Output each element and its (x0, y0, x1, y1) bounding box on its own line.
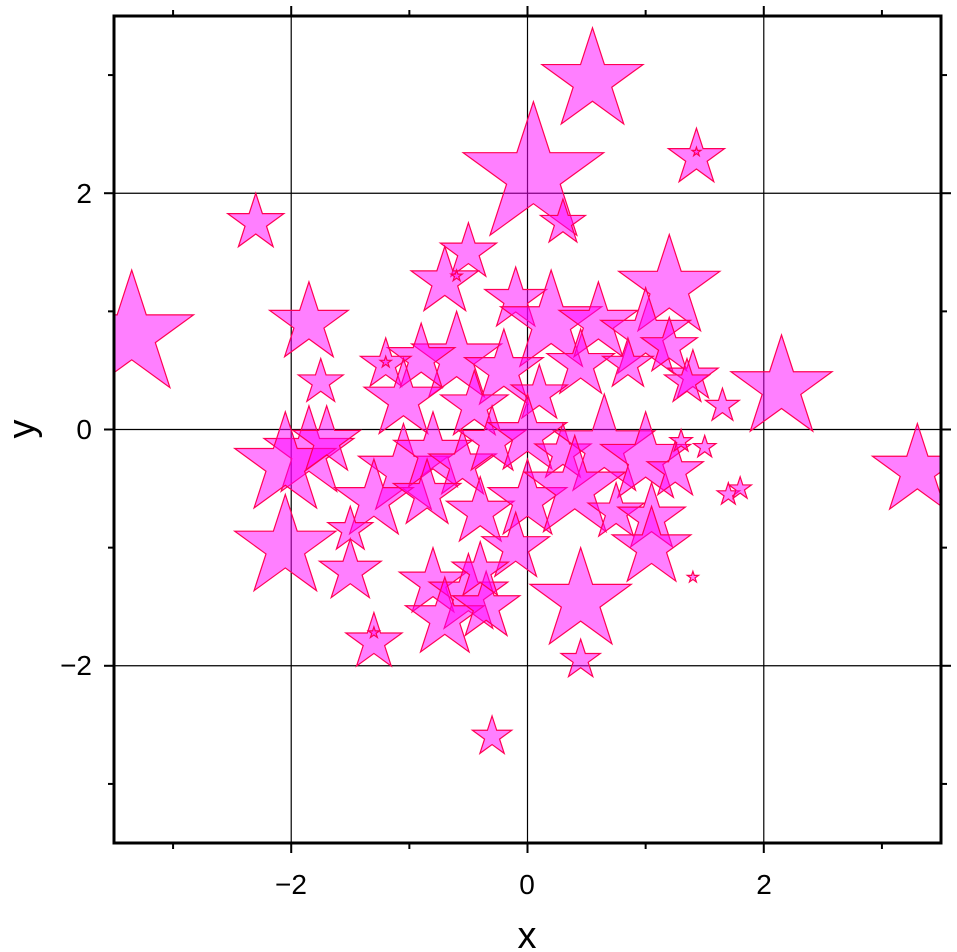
star-marker (639, 315, 700, 373)
star-marker (727, 474, 754, 500)
star-marker (438, 368, 510, 437)
star-marker (366, 624, 382, 640)
star-marker (450, 569, 522, 637)
x-axis-title: x (518, 915, 537, 952)
star-marker (528, 545, 634, 646)
star-marker (616, 232, 722, 333)
axis-ticks (104, 6, 951, 853)
star-marker (668, 427, 695, 453)
star-marker (498, 268, 604, 368)
star-marker (666, 126, 727, 184)
star-marker (385, 321, 457, 389)
star-marker (540, 25, 645, 126)
star-marker (232, 492, 338, 593)
star-marker (586, 480, 647, 538)
star-marker (522, 433, 628, 534)
star-marker (610, 504, 693, 583)
star-marker (378, 354, 394, 369)
star-marker (462, 327, 546, 406)
star-marker (114, 268, 196, 390)
star-marker (267, 279, 351, 359)
star-marker (444, 474, 516, 543)
star-marker (729, 333, 834, 433)
star-marker (296, 356, 346, 403)
y-axis-title: y (1, 420, 43, 439)
y-tick-label: 0 (76, 414, 92, 445)
star-marker (480, 510, 552, 578)
star-marker (538, 197, 588, 244)
star-marker (362, 356, 445, 435)
star-marker (449, 268, 465, 283)
star-marker (598, 285, 693, 375)
star-marker (509, 362, 570, 420)
star-marker (557, 279, 640, 359)
star-marker (600, 335, 656, 388)
star-marker (461, 99, 606, 237)
star-marker (391, 457, 463, 525)
star-marker (685, 569, 701, 584)
star-markers (114, 25, 941, 755)
x-tick-label: 0 (519, 869, 535, 900)
star-marker (343, 610, 404, 668)
y-tick-labels: −2 0 2 (60, 178, 92, 681)
star-marker (438, 220, 499, 278)
star-marker (225, 191, 286, 249)
star-marker (291, 403, 363, 472)
star-marker (662, 356, 712, 403)
star-marker (645, 439, 706, 497)
x-tick-labels: −2 0 2 (275, 869, 772, 900)
star-marker (690, 145, 703, 158)
y-tick-label: −2 (60, 650, 92, 681)
x-tick-label: 2 (756, 869, 772, 900)
star-marker (397, 545, 469, 614)
star-marker (450, 539, 511, 597)
y-tick-label: 2 (76, 178, 92, 209)
star-marker (470, 714, 514, 755)
star-marker (559, 637, 603, 679)
star-marker (870, 421, 941, 511)
star-marker (691, 433, 718, 459)
star-marker (486, 392, 569, 471)
star-marker (317, 536, 384, 600)
x-tick-label: −2 (275, 869, 307, 900)
star-marker (703, 386, 742, 422)
star-marker (409, 244, 481, 313)
star-marker (545, 327, 617, 395)
